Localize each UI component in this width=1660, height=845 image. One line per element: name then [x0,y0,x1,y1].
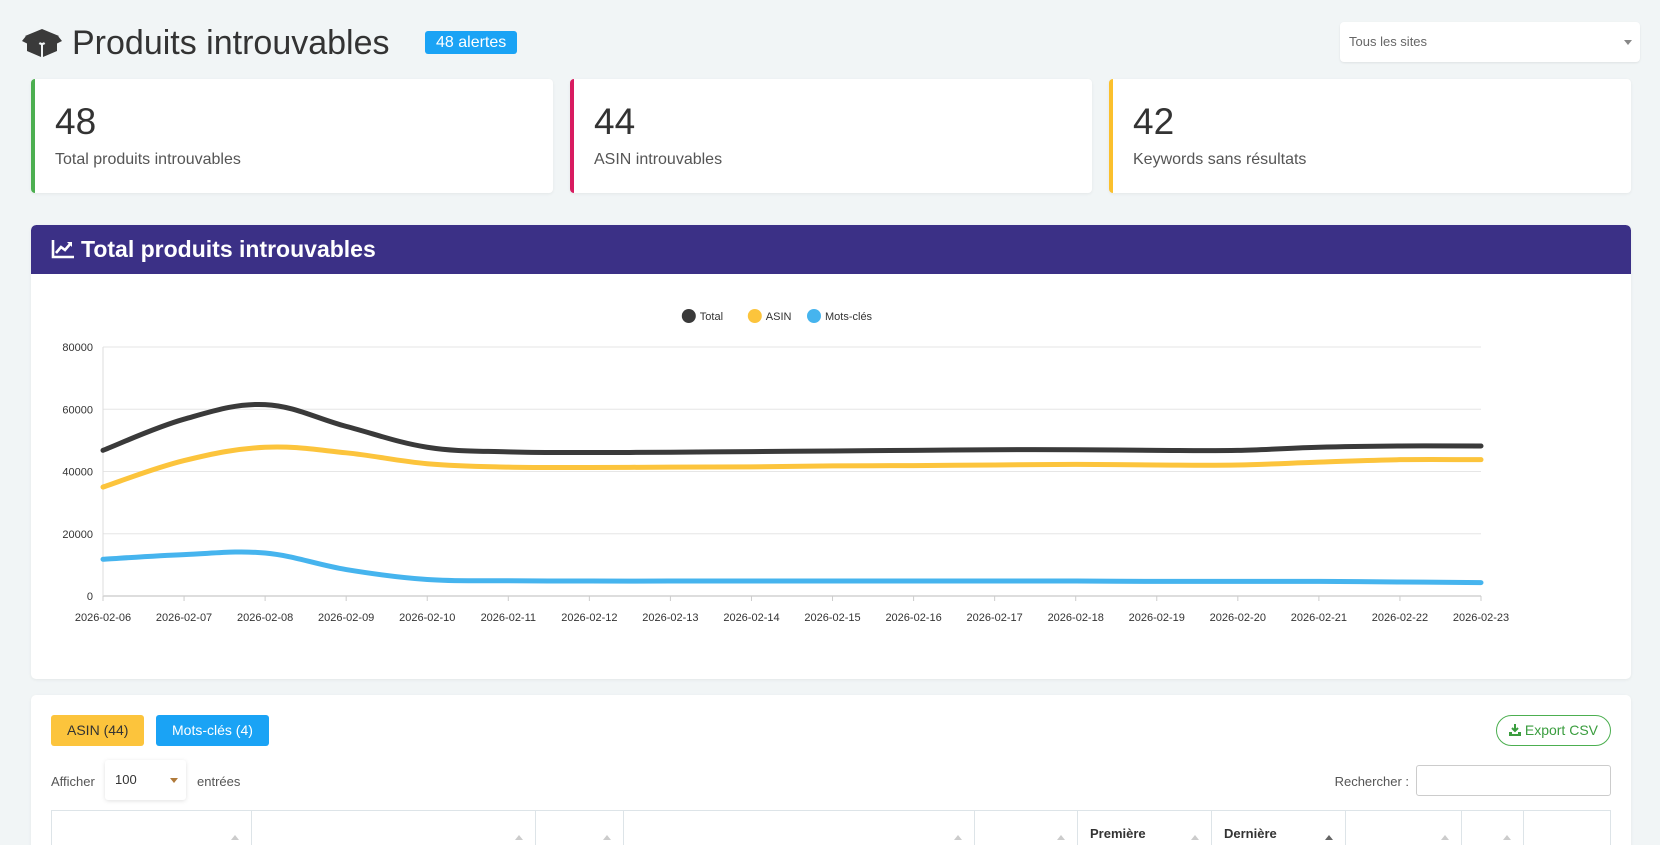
column-header[interactable] [624,811,975,845]
sort-icon [1057,835,1065,840]
x-tick-label: 2026-02-15 [804,612,860,624]
legend-label: Mots-clés [825,311,873,323]
search-input[interactable] [1416,765,1611,796]
chart-title: Total produits introuvables [81,236,376,262]
export-csv-label: Export CSV [1524,722,1598,738]
line-chart-icon [51,240,74,259]
x-tick-label: 2026-02-09 [318,612,374,624]
chevron-down-icon [170,778,178,783]
chart-card: Total produits introuvables 0 20000 40000 6… [31,225,1631,679]
x-tick-label: 2026-02-11 [481,612,536,624]
site-select[interactable]: Tous les sites [1340,22,1640,62]
y-tick-label: 40000 [62,467,93,479]
table-card: ASIN (44) Mots-clés (4) Export CSV Affic… [31,695,1631,845]
column-header[interactable] [252,811,536,845]
legend-marker [747,309,762,323]
sort-icon [1503,835,1511,840]
stats-row: 48 Total produits introuvables 44 ASIN i… [31,79,1631,193]
column-header-label: Dernière [1224,826,1277,841]
y-tick-label: 60000 [62,404,93,416]
y-tick-label: 20000 [62,529,93,541]
column-header[interactable] [1462,811,1524,845]
y-tick-label: 80000 [62,342,93,354]
alerts-badge: 48 alertes [425,31,518,54]
legend-label: ASIN [766,311,792,323]
x-tick-label: 2026-02-21 [1291,612,1347,624]
page-title: Produits introuvables [72,24,390,62]
legend-marker [807,309,821,323]
column-header[interactable] [52,811,252,845]
table-header: Première Dernière [51,810,1611,845]
x-tick-label: 2026-02-17 [967,612,1023,624]
page-length-value: 100 [115,772,137,787]
stat-label: Keywords sans résultats [1133,151,1307,168]
entries-label: entrées [197,774,241,789]
y-tick-label: 0 [87,591,93,603]
page-header: Produits introuvables 48 alertes Tous le… [22,22,1640,66]
x-tick-label: 2026-02-22 [1372,612,1428,624]
tab-keywords[interactable]: Mots-clés (4) [156,715,269,746]
x-tick-label: 2026-02-23 [1453,612,1509,624]
x-tick-label: 2026-02-10 [399,612,455,624]
x-tick-label: 2026-02-07 [156,612,212,624]
sort-icon [231,835,239,840]
series-line-asin [100,444,1484,490]
legend-marker [681,309,696,323]
x-tick-label: 2026-02-13 [642,612,698,624]
chevron-down-icon [1624,40,1632,45]
column-header[interactable] [536,811,624,845]
site-select-value: Tous les sites [1349,34,1428,49]
stat-label: Total produits introuvables [55,151,241,168]
stat-card-keywords: 42 Keywords sans résultats [1109,79,1631,193]
series-line-total [100,401,1484,456]
tab-asin[interactable]: ASIN (44) [51,715,145,746]
column-header[interactable]: Dernière [1212,811,1346,845]
legend-label: Total [700,311,723,323]
column-header[interactable] [1346,811,1462,845]
stat-card-total: 48 Total produits introuvables [31,79,553,193]
x-tick-label: 2026-02-16 [885,612,941,624]
export-csv-button[interactable]: Export CSV [1495,715,1611,746]
x-tick-label: 2026-02-12 [561,612,617,624]
stat-value: 42 [1133,101,1175,142]
stat-value: 48 [55,101,97,142]
sort-icon [954,835,962,840]
column-header[interactable] [975,811,1078,845]
sort-icon [515,835,523,840]
stat-label: ASIN introuvables [594,151,723,168]
x-tick-label: 2026-02-18 [1048,612,1104,624]
series-line-mots-clés [100,549,1484,586]
x-tick-label: 2026-02-08 [237,612,293,624]
show-label: Afficher [51,774,95,789]
x-tick-label: 2026-02-19 [1129,612,1185,624]
sort-icon [1441,835,1449,840]
search-label: Rechercher : [1334,774,1409,789]
sort-icon [1325,835,1333,840]
column-header-label: Première [1090,826,1146,841]
column-header[interactable]: Première [1078,811,1212,845]
sort-icon [603,835,611,840]
page-length-select[interactable]: 100 [105,760,186,800]
x-tick-label: 2026-02-14 [723,612,779,624]
chart-header: Total produits introuvables [31,225,1631,274]
download-icon [1508,724,1521,736]
stat-card-asin: 44 ASIN introuvables [570,79,1092,193]
sort-icon [1191,835,1199,840]
stat-value: 44 [594,101,636,142]
line-chart: 0 20000 40000 60000 80000 2026-02-06 2026-02-0… [62,309,1509,624]
x-tick-label: 2026-02-20 [1210,612,1266,624]
box-open-icon [22,29,62,57]
x-tick-label: 2026-02-06 [75,612,131,624]
